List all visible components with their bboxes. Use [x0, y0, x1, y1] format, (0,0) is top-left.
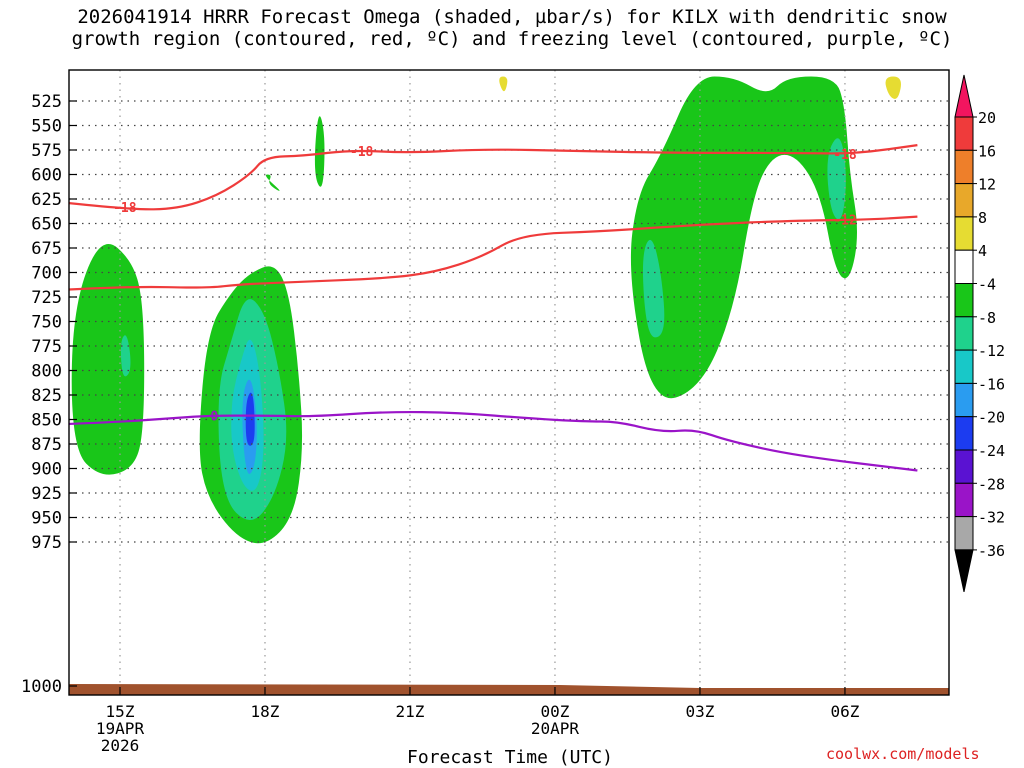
colorbar-label-13: -36 — [978, 542, 1005, 560]
y-tick-label-875: 875 — [31, 435, 62, 455]
colorbar-label-2: 12 — [978, 176, 996, 194]
contour-0 — [69, 144, 918, 211]
y-tick-label-525: 525 — [31, 92, 62, 112]
omega-shading — [71, 76, 911, 544]
omega-region-19 — [642, 239, 665, 338]
omega-region-11 — [885, 76, 901, 99]
x-tick-sublabel-2026: 2026 — [101, 736, 140, 755]
y-tick-label-700: 700 — [31, 264, 62, 284]
y-tick-label-675: 675 — [31, 239, 62, 259]
colorbar-segment-6 — [954, 316, 974, 351]
y-tick-label-625: 625 — [31, 190, 62, 210]
x-axis-label: Forecast Time (UTC) — [407, 747, 613, 768]
omega-region-12 — [265, 174, 280, 191]
y-tick-label-850: 850 — [31, 411, 62, 431]
omega-region-5 — [877, 76, 911, 210]
contour-label-2-0: 0 — [210, 410, 218, 425]
colorbar-label-4: 4 — [978, 242, 987, 260]
omega-region-13 — [314, 116, 325, 187]
colorbar-segment-5 — [954, 283, 974, 318]
colorbar-segment-8 — [954, 382, 974, 418]
contour-label-0-0: -18 — [113, 201, 137, 216]
colorbar-label-7: -12 — [978, 342, 1005, 360]
contour-label-0-2: -18 — [833, 148, 857, 163]
y-tick-label-650: 650 — [31, 215, 62, 235]
omega-region-0 — [104, 76, 133, 151]
colorbar-label-6: -8 — [978, 309, 996, 327]
y-tick-label-725: 725 — [31, 288, 62, 308]
y-tick-label-550: 550 — [31, 117, 62, 137]
omega-region-9 — [679, 402, 711, 476]
omega-region-8 — [312, 296, 597, 516]
ground-strip — [69, 684, 949, 695]
y-tick-label-600: 600 — [31, 166, 62, 186]
x-tick-label-03Z: 03Z — [686, 702, 715, 721]
y-axis: 525 550 575 600 625 650 675 700 725 750 775 800 825 8… — [21, 92, 77, 697]
y-tick-label-1000: 1000 — [21, 677, 62, 697]
y-tick-label-975: 975 — [31, 533, 62, 553]
colorbar-label-1: 16 — [978, 142, 996, 160]
x-tick-sublabel-19APR: 19APR — [96, 719, 145, 738]
y-tick-label-800: 800 — [31, 362, 62, 382]
omega-region-14 — [71, 243, 145, 475]
colorbar-segment-2 — [954, 183, 974, 218]
colorbar-label-0: 20 — [978, 109, 996, 127]
y-tick-label-925: 925 — [31, 484, 62, 504]
colorbar-top-arrow — [954, 74, 974, 118]
chart-title: 2026041914 HRRR Forecast Omega (shaded, … — [0, 6, 1024, 50]
contour-lines: -18 -18 -18 -12 0 — [69, 144, 918, 472]
colorbar-label-3: 8 — [978, 209, 987, 227]
y-tick-label-900: 900 — [31, 460, 62, 480]
colorbar-segment-0 — [954, 116, 974, 151]
colorbar-label-8: -16 — [978, 375, 1005, 393]
y-tick-label-950: 950 — [31, 509, 62, 529]
title-line-2: growth region (contoured, red, ºC) and f… — [71, 28, 953, 50]
colorbar-label-10: -24 — [978, 442, 1005, 460]
contour-label-0-1: -18 — [350, 145, 374, 160]
x-tick-label-15Z: 15Z — [106, 702, 135, 721]
colorbar-segment-11 — [954, 482, 974, 518]
contour-1 — [69, 215, 918, 291]
credit-text: coolwx.com/models — [826, 745, 980, 763]
x-tick-label-18Z: 18Z — [251, 702, 280, 721]
omega-region-20 — [827, 138, 846, 220]
colorbar-label-11: -28 — [978, 475, 1005, 493]
title-line-1: 2026041914 HRRR Forecast Omega (shaded, … — [77, 6, 947, 28]
contour-2 — [69, 410, 918, 472]
colorbar-label-12: -32 — [978, 509, 1005, 527]
x-tick-sublabel-20APR: 20APR — [531, 719, 580, 738]
plot-frame — [68, 69, 950, 696]
colorbar-segment-1 — [954, 149, 974, 185]
colorbar-bottom-arrow — [954, 549, 974, 593]
colorbar-label-9: -20 — [978, 409, 1005, 427]
y-tick-label-775: 775 — [31, 337, 62, 357]
y-tick-label-750: 750 — [31, 313, 62, 333]
colorbar-segment-7 — [954, 349, 974, 384]
grid — [69, 70, 949, 695]
omega-region-23 — [245, 392, 255, 446]
y-tick-label-825: 825 — [31, 386, 62, 406]
colorbar: 20 16 12 8 4 -4 -8 -12 -16 -20 -24 -28 -32 -36 — [954, 74, 1005, 593]
colorbar-label-5: -4 — [978, 276, 996, 294]
omega-region-1 — [254, 76, 270, 121]
omega-region-3 — [529, 76, 568, 132]
colorbar-segment-9 — [954, 416, 974, 451]
x-tick-label-21Z: 21Z — [396, 702, 425, 721]
y-tick-label-575: 575 — [31, 141, 62, 161]
x-tick-label-06Z: 06Z — [830, 702, 859, 721]
colorbar-segment-10 — [954, 449, 974, 484]
omega-region-2 — [307, 76, 522, 185]
ground-fill — [69, 684, 949, 695]
colorbar-segment-3 — [954, 216, 974, 251]
colorbar-segment-4 — [954, 249, 974, 284]
contour-label-1-0: -12 — [833, 214, 856, 229]
omega-region-16 — [630, 76, 857, 399]
x-tick-label-00Z: 00Z — [541, 702, 570, 721]
omega-region-10 — [499, 76, 508, 92]
colorbar-segment-12 — [954, 516, 974, 551]
